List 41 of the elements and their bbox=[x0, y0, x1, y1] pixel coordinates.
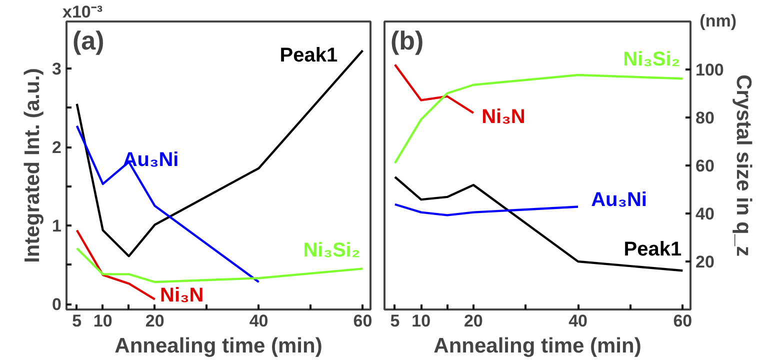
y-tick-label: 2 bbox=[52, 138, 62, 158]
chart-title: (b) bbox=[390, 26, 424, 56]
x-tick-label: 20 bbox=[464, 312, 483, 330]
line-series bbox=[394, 176, 684, 272]
x-axis-title: Annealing time (min) bbox=[114, 334, 322, 358]
line-series bbox=[76, 229, 156, 300]
y-axis-title: Integrated Int. (a.u.) bbox=[21, 68, 44, 263]
annotation: x10⁻³ bbox=[62, 2, 103, 22]
series-label: Ni₃Si₂ bbox=[623, 48, 680, 71]
x-tick-label: 60 bbox=[353, 312, 372, 330]
y-tick-label: 0 bbox=[52, 295, 62, 314]
x-tick-label: 40 bbox=[568, 312, 588, 330]
x-tick-label: 10 bbox=[412, 312, 431, 330]
line-series bbox=[394, 64, 475, 114]
series-label: Peak1 bbox=[624, 238, 682, 261]
text: (nm) bbox=[700, 12, 737, 30]
series-label: Ni₃N bbox=[482, 106, 526, 128]
y2-tick-label: 60 bbox=[696, 156, 714, 176]
series-label: Peak1 bbox=[280, 44, 338, 67]
y2-tick-label: 20 bbox=[696, 252, 714, 272]
y2-tick-label: 40 bbox=[696, 204, 714, 224]
chart-title: (a) bbox=[72, 26, 104, 56]
series-label: Au₃Ni bbox=[122, 149, 179, 172]
y2-tick-label: 80 bbox=[696, 108, 714, 128]
y2-axis-title: Crystal size in q_z bbox=[732, 74, 755, 257]
series-label: Au₃Ni bbox=[591, 188, 648, 211]
x-tick-label: 40 bbox=[249, 312, 268, 330]
x-axis-title: Annealing time (min) bbox=[434, 334, 642, 358]
x-tick-label: 20 bbox=[145, 312, 164, 330]
series-label: Ni₃Si₂ bbox=[303, 240, 360, 262]
x-tick-label: 5 bbox=[72, 312, 82, 330]
series-label: Ni₃N bbox=[160, 284, 204, 306]
line-series bbox=[394, 74, 684, 164]
line-series bbox=[394, 203, 580, 216]
y-tick-label: 1 bbox=[52, 216, 62, 236]
y-tick-label: 3 bbox=[52, 60, 62, 79]
x-tick-label: 10 bbox=[93, 312, 112, 330]
x-tick-label: 5 bbox=[390, 312, 400, 330]
line-series bbox=[76, 124, 260, 284]
x-tick-label: 60 bbox=[673, 312, 692, 330]
y2-tick-label: 100 bbox=[696, 60, 724, 80]
